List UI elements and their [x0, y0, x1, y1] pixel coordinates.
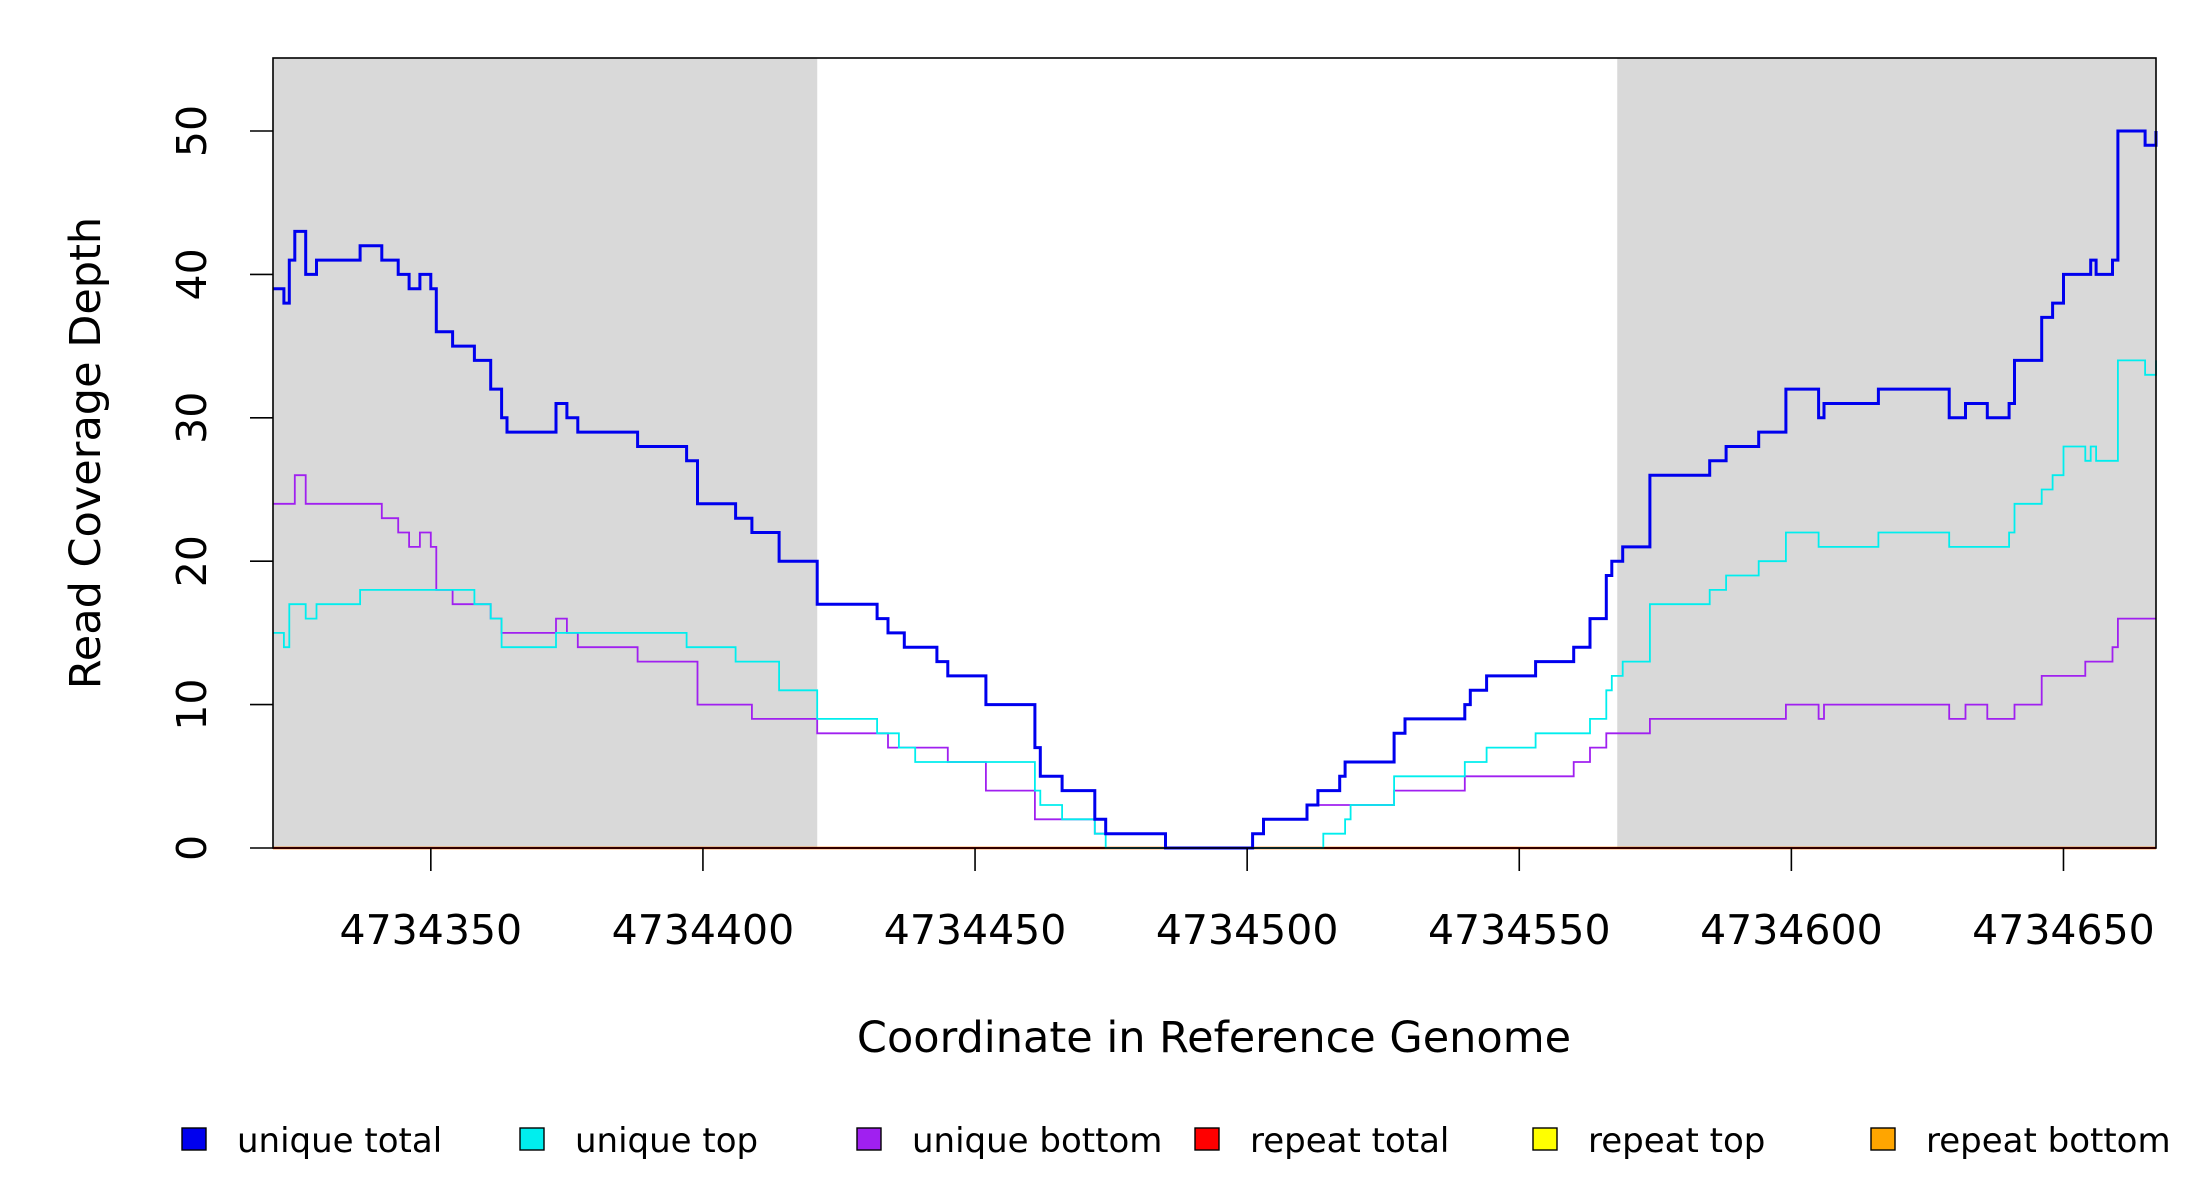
plot-frame [272, 57, 2157, 849]
legend-label: unique top [575, 1121, 758, 1161]
x-axis-title: Coordinate in Reference Genome [857, 1013, 1571, 1063]
legend-swatch-unique-top [519, 1127, 545, 1151]
x-tick-label: 4734350 [340, 906, 523, 954]
legend-swatch-unique-total [181, 1127, 207, 1151]
x-tick-label: 4734500 [1156, 906, 1339, 954]
legend-swatch-unique-bottom [856, 1127, 882, 1151]
x-axis: 4734350 4734400 4734450 4734500 4734550 47346… [340, 848, 2155, 954]
legend-label: unique bottom [912, 1121, 1162, 1161]
legend-label: repeat bottom [1926, 1121, 2171, 1161]
x-tick-label: 4734450 [884, 906, 1067, 954]
y-tick-label: 40 [168, 248, 216, 300]
legend-swatch-repeat-top [1532, 1127, 1558, 1151]
y-tick-label: 30 [168, 392, 216, 444]
y-axis: 0 10 20 30 40 50 [168, 105, 273, 861]
legend-label: repeat total [1250, 1121, 1449, 1161]
legend-swatch-repeat-bottom [1870, 1127, 1896, 1151]
x-tick-label: 4734650 [1972, 906, 2155, 954]
y-tick-label: 10 [168, 679, 216, 731]
series-line-unique-top [273, 359, 2157, 849]
y-tick-label: 20 [168, 535, 216, 587]
y-tick-label: 50 [168, 105, 216, 157]
legend-label: repeat top [1588, 1121, 1765, 1161]
x-tick-label: 4734600 [1700, 906, 1883, 954]
legend: unique total unique top unique bottom repea… [181, 1121, 2171, 1161]
x-tick-label: 4734550 [1428, 906, 1611, 954]
shaded-region-1 [273, 58, 818, 848]
shaded-regions [273, 58, 2156, 848]
legend-swatch-repeat-total [1194, 1127, 1220, 1151]
y-tick-label: 0 [168, 835, 216, 861]
x-tick-label: 4734400 [612, 906, 795, 954]
legend-label: unique total [237, 1121, 442, 1161]
y-axis-title: Read Coverage Depth [61, 217, 111, 689]
shaded-region-2 [1617, 58, 2156, 848]
